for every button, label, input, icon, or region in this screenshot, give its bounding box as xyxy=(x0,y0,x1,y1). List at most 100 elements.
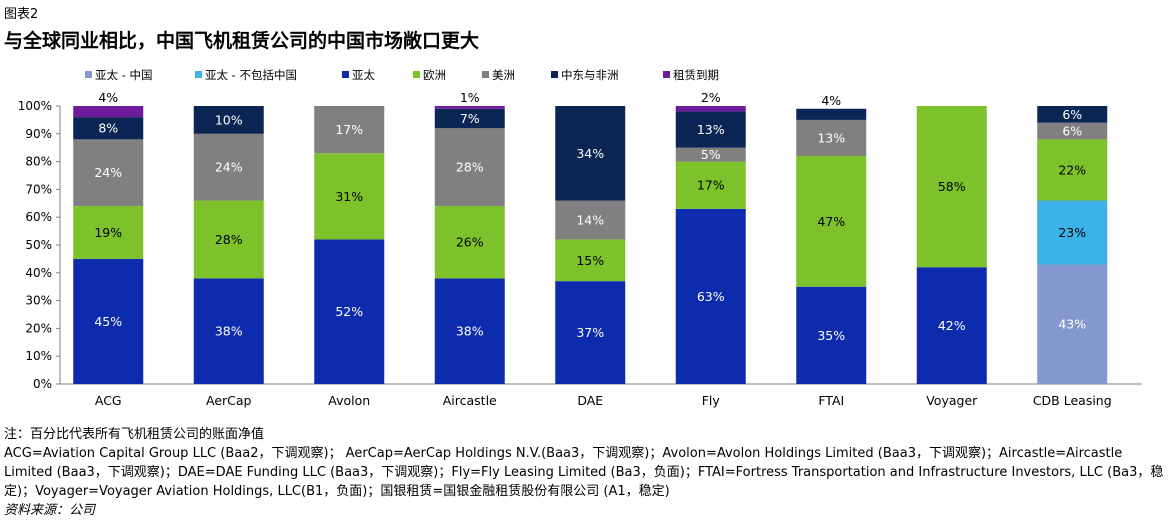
bar-segment xyxy=(193,133,264,201)
legend-label: 欧洲 xyxy=(423,68,446,82)
note-line-1: 注：百分比代表所有飞机租赁公司的账面净值 xyxy=(4,427,265,442)
bar-segment xyxy=(796,286,867,384)
data-label: 28% xyxy=(215,232,243,247)
legend-swatch xyxy=(413,71,420,78)
legend-label: 美洲 xyxy=(492,68,515,82)
data-label: 34% xyxy=(576,146,604,161)
y-tick-label: 10% xyxy=(25,349,52,363)
data-label: 24% xyxy=(94,165,122,180)
legend-swatch xyxy=(482,71,489,78)
data-label: 38% xyxy=(456,324,484,339)
bar-segment xyxy=(796,108,867,120)
data-label: 6% xyxy=(1062,124,1082,139)
data-label: 5% xyxy=(701,147,721,162)
figure-title: 与全球同业相比，中国飞机租赁公司的中国市场敞口更大 xyxy=(4,30,480,52)
x-tick-label: CDB Leasing xyxy=(1033,393,1112,408)
legend-swatch xyxy=(663,71,670,78)
bar-segment xyxy=(434,128,505,207)
bar-segment xyxy=(796,156,867,287)
bar-segment xyxy=(675,208,746,384)
y-tick-label: 50% xyxy=(25,238,52,252)
data-label: 42% xyxy=(938,318,966,333)
data-label: 17% xyxy=(697,178,725,193)
bar-segment xyxy=(555,106,626,201)
bar-segment xyxy=(555,281,626,384)
data-label: 6% xyxy=(1062,107,1082,122)
data-label: 8% xyxy=(98,121,118,136)
legend-label: 租赁到期 xyxy=(673,68,719,82)
legend-swatch xyxy=(342,71,349,78)
data-label: 58% xyxy=(938,179,966,194)
y-tick-label: 70% xyxy=(25,182,52,196)
data-label: 14% xyxy=(576,212,604,227)
source-line: 资料来源：公司 xyxy=(4,503,96,518)
x-tick-label: Aircastle xyxy=(443,393,497,408)
data-label: 2% xyxy=(701,90,721,105)
data-label: 45% xyxy=(94,314,122,329)
data-label: 22% xyxy=(1058,162,1086,177)
bar-segment xyxy=(73,258,144,384)
bar-segment xyxy=(675,106,746,112)
bar-segment xyxy=(73,117,144,140)
bar-segment xyxy=(1037,200,1108,265)
bar-segment xyxy=(1037,139,1108,201)
data-label: 17% xyxy=(335,122,363,137)
figure-label: 图表2 xyxy=(4,7,39,22)
bar-segment xyxy=(434,278,505,384)
data-label: 26% xyxy=(456,235,484,250)
data-label: 47% xyxy=(817,214,845,229)
legend-label: 亚太 xyxy=(352,68,375,82)
legend-label: 亚太 - 中国 xyxy=(95,68,152,82)
chart-legend: 亚太 - 中国 亚太 - 不包括中国 亚太 欧洲 美洲 中东与非洲 租赁到期 xyxy=(85,68,719,82)
bar-segment xyxy=(193,106,264,134)
data-label: 13% xyxy=(817,130,845,145)
footnote: 注：百分比代表所有飞机租赁公司的账面净值 ACG=Aviation Capita… xyxy=(4,425,1169,520)
data-label: 13% xyxy=(697,122,725,137)
bar-series: 45% 19% 24% 8% 4% 38% 28% 24% 10% 52% 31% 17% 38% 26%… xyxy=(73,90,1108,384)
bar-segment xyxy=(434,206,505,279)
bar-segment xyxy=(916,106,987,268)
legend-label: 中东与非洲 xyxy=(561,68,619,82)
data-label: 1% xyxy=(460,90,480,105)
data-label: 10% xyxy=(215,112,243,127)
x-tick-label: FTAI xyxy=(818,393,844,408)
bar-segment xyxy=(1037,264,1108,384)
bar-segment xyxy=(555,200,626,240)
bar-segment xyxy=(675,161,746,209)
legend-swatch xyxy=(195,71,202,78)
bar-segment xyxy=(555,239,626,282)
y-tick-label: 0% xyxy=(33,377,52,391)
x-tick-label: Fly xyxy=(702,393,721,408)
bar-segment xyxy=(916,267,987,384)
stacked-bar-chart: 亚太 - 中国 亚太 - 不包括中国 亚太 欧洲 美洲 中东与非洲 租赁到期 0% 10% 20… xyxy=(18,68,1142,408)
data-label: 7% xyxy=(460,111,480,126)
legend-label: 亚太 - 不包括中国 xyxy=(205,68,297,82)
x-tick-label: AerCap xyxy=(206,393,252,408)
bar-segment xyxy=(434,106,505,109)
bar-segment xyxy=(314,239,385,384)
y-tick-label: 90% xyxy=(25,127,52,141)
y-tick-label: 40% xyxy=(25,266,52,280)
data-label: 23% xyxy=(1058,225,1086,240)
bar-segment xyxy=(73,106,144,118)
y-tick-label: 100% xyxy=(18,99,52,113)
y-tick-label: 20% xyxy=(25,321,52,335)
legend-swatch xyxy=(85,71,92,78)
note-line-2: ACG=Aviation Capital Group LLC (Baa2，下调观… xyxy=(4,446,1164,499)
bar-segment xyxy=(1037,122,1108,140)
bar-segment xyxy=(675,147,746,162)
data-label: 4% xyxy=(821,93,841,108)
data-label: 38% xyxy=(215,324,243,339)
y-tick-label: 30% xyxy=(25,294,52,308)
x-tick-label: Avolon xyxy=(328,393,370,408)
x-tick-label: Voyager xyxy=(926,393,978,408)
bar-segment xyxy=(796,119,867,157)
bar-segment xyxy=(193,200,264,279)
x-tick-label: DAE xyxy=(577,393,603,408)
bar-segment xyxy=(73,206,144,259)
data-label: 63% xyxy=(697,289,725,304)
data-label: 37% xyxy=(576,325,604,340)
x-tick-label: ACG xyxy=(95,393,122,408)
bar-segment xyxy=(73,139,144,207)
data-label: 31% xyxy=(335,189,363,204)
